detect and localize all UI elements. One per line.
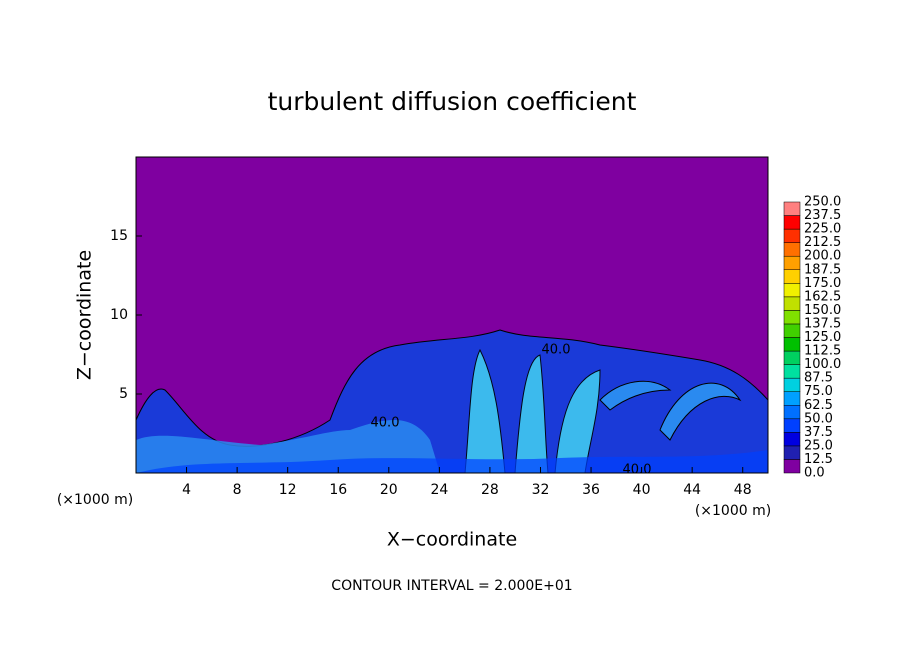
colorbar-label: 100.0 <box>804 357 841 372</box>
colorbar-swatch <box>783 337 801 352</box>
x-tick-label: 12 <box>279 482 297 498</box>
x-tick-label: 20 <box>380 482 398 498</box>
x-tick-label: 8 <box>233 482 242 498</box>
x-tick-label: 32 <box>532 482 550 498</box>
colorbar-swatch <box>783 242 801 257</box>
y-tick-label: 10 <box>110 307 128 323</box>
y-tick-label: 15 <box>110 228 128 244</box>
colorbar-swatch <box>783 459 801 474</box>
y-axis-label: Z−coordinate <box>74 250 96 380</box>
x-unit-label: (×1000 m) <box>695 503 771 519</box>
chart-title: turbulent diffusion coefficient <box>268 87 637 116</box>
x-tick-label: 36 <box>582 482 600 498</box>
x-unit-label: (×1000 m) <box>57 492 133 508</box>
x-axis-label: X−coordinate <box>387 529 517 551</box>
y-tick-label: 5 <box>119 386 128 402</box>
colorbar-swatch <box>783 445 801 460</box>
contour-label: 40.0 <box>623 463 652 478</box>
colorbar-swatch <box>783 418 801 433</box>
colorbar-label: 0.0 <box>804 466 825 481</box>
field-region <box>464 348 601 474</box>
colorbar-label: 37.5 <box>804 425 833 440</box>
contour-label: 40.0 <box>542 343 571 358</box>
colorbar-label: 175.0 <box>804 276 841 291</box>
colorbar-label: 87.5 <box>804 371 833 386</box>
colorbar-swatch <box>783 283 801 298</box>
colorbar-label: 162.5 <box>804 289 841 304</box>
colorbar-label: 225.0 <box>804 222 841 237</box>
x-tick-label: 24 <box>430 482 448 498</box>
colorbar-label: 237.5 <box>804 208 841 223</box>
colorbar-label: 125.0 <box>804 330 841 345</box>
colorbar-label: 212.5 <box>804 235 841 250</box>
colorbar-swatch <box>783 364 801 379</box>
colorbar-label: 250.0 <box>804 195 841 210</box>
colorbar-swatch <box>783 377 801 392</box>
x-tick-label: 4 <box>182 482 191 498</box>
x-tick-label: 28 <box>481 482 499 498</box>
colorbar-label: 50.0 <box>804 411 833 426</box>
colorbar-swatch <box>783 350 801 365</box>
colorbar-label: 112.5 <box>804 344 841 359</box>
colorbar-label: 62.5 <box>804 398 833 413</box>
colorbar-label: 137.5 <box>804 316 841 331</box>
colorbar-swatch <box>783 432 801 447</box>
colorbar-swatch <box>783 201 801 216</box>
x-tick-label: 48 <box>734 482 752 498</box>
contour-label: 40.0 <box>371 416 400 431</box>
x-tick-label: 40 <box>633 482 651 498</box>
field-region <box>599 380 742 441</box>
colorbar-label: 12.5 <box>804 452 833 467</box>
colorbar-label: 200.0 <box>804 249 841 264</box>
colorbar-label: 150.0 <box>804 303 841 318</box>
colorbar-label: 75.0 <box>804 384 833 399</box>
field <box>135 157 769 474</box>
colorbar-swatch <box>783 310 801 325</box>
x-tick-label: 44 <box>683 482 701 498</box>
colorbar-swatch <box>783 405 801 420</box>
field-region <box>135 329 769 474</box>
colorbar-swatch <box>783 391 801 406</box>
colorbar-swatch <box>783 296 801 311</box>
colorbar-swatch <box>783 255 801 271</box>
contour-interval-note: CONTOUR INTERVAL = 2.000E+01 <box>331 578 572 594</box>
field-region <box>136 450 768 473</box>
colorbar-label: 187.5 <box>804 262 841 277</box>
colorbar-swatch <box>783 228 801 243</box>
colorbar-label: 25.0 <box>804 438 833 453</box>
colorbar-swatch <box>783 269 801 284</box>
x-tick-label: 16 <box>329 482 347 498</box>
colorbar-swatch <box>783 323 801 338</box>
colorbar-swatch <box>783 215 801 230</box>
